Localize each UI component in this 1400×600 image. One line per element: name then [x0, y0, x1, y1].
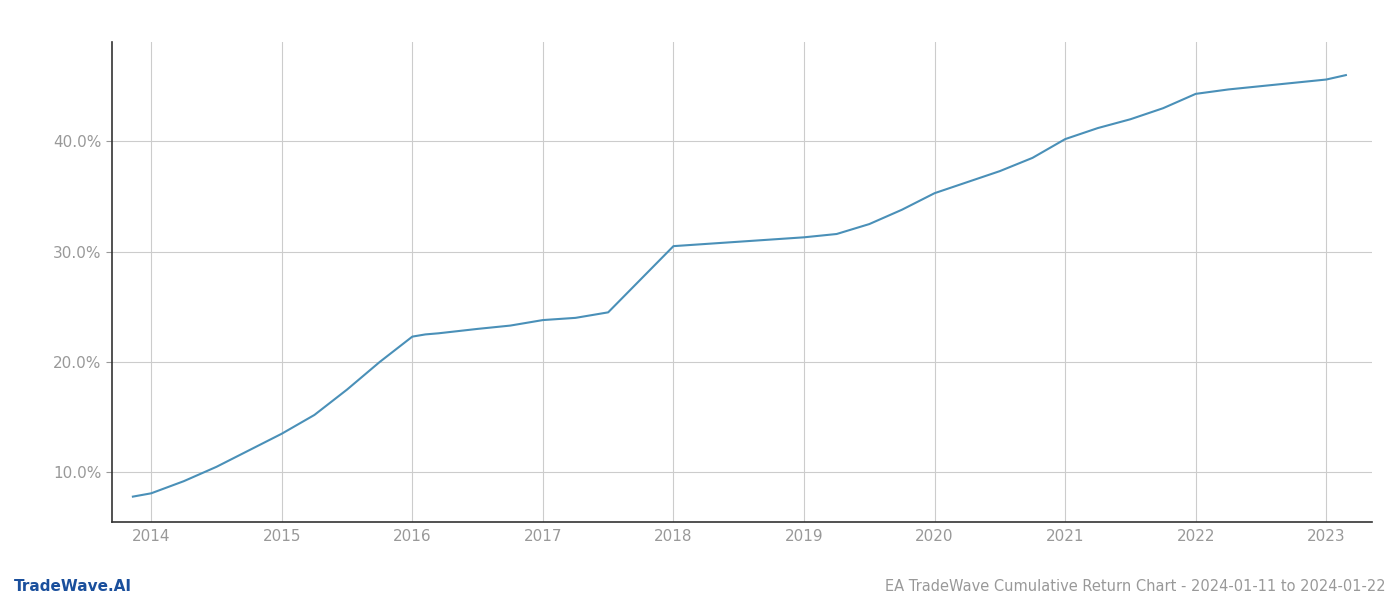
Text: TradeWave.AI: TradeWave.AI	[14, 579, 132, 594]
Text: EA TradeWave Cumulative Return Chart - 2024-01-11 to 2024-01-22: EA TradeWave Cumulative Return Chart - 2…	[885, 579, 1386, 594]
